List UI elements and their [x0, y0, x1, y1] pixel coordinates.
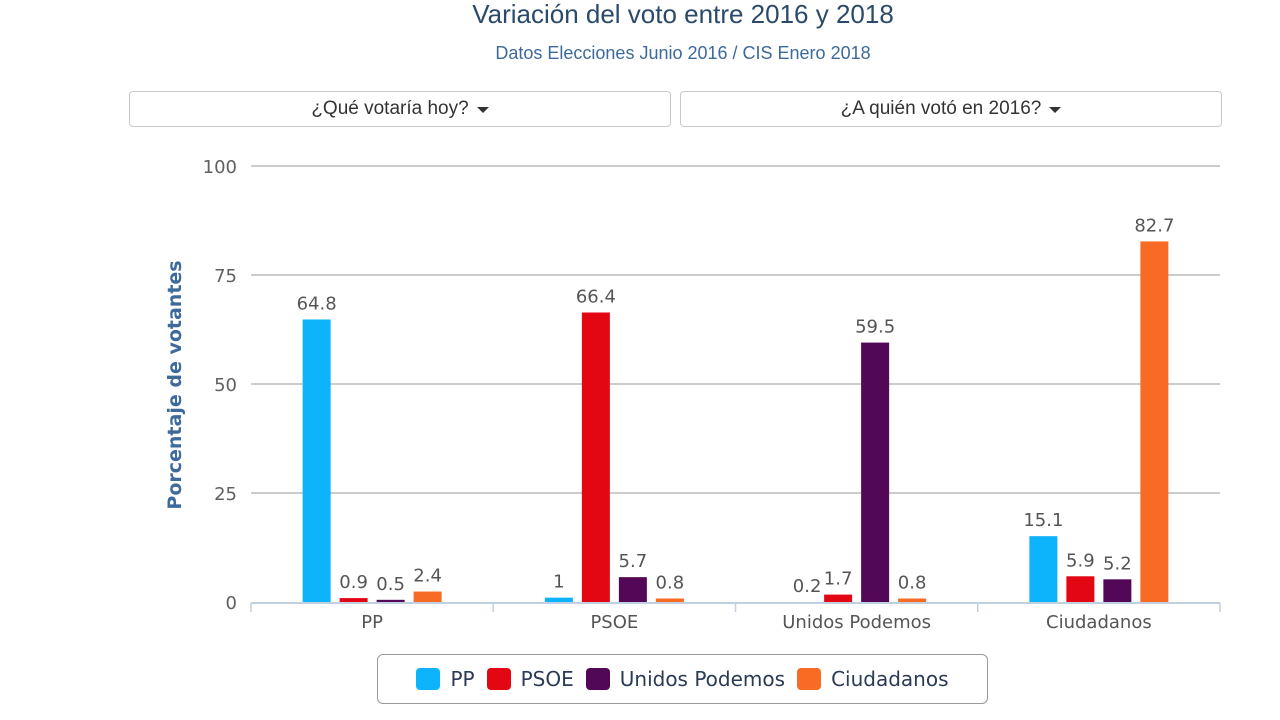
bar-psoe-pp[interactable]	[339, 598, 368, 602]
bar-value-label: 5.9	[1066, 550, 1095, 571]
dropdown-vote-today-label: ¿Qué votaría hoy?	[311, 98, 469, 119]
x-tick-label: PSOE	[590, 612, 638, 633]
legend-swatch	[585, 668, 610, 690]
bar-value-label: 64.8	[297, 293, 337, 314]
bar-ciudadanos-unidos-podemos[interactable]	[898, 598, 927, 602]
legend-swatch	[416, 668, 441, 690]
bar-value-label: 15.1	[1023, 510, 1063, 531]
legend-swatch	[797, 668, 822, 690]
chart-subtitle: Datos Elecciones Junio 2016 / CIS Enero …	[495, 43, 871, 63]
y-tick-label: 25	[214, 484, 237, 505]
x-axis	[250, 602, 1221, 612]
bar-ciudadanos-pp[interactable]	[413, 591, 442, 602]
y-axis-label: Porcentaje de votantes	[164, 260, 186, 509]
bar-value-label: 82.7	[1134, 215, 1174, 236]
legend-label: Ciudadanos	[831, 667, 949, 691]
bar-value-label: 1.7	[824, 569, 853, 590]
bar-unidos-podemos-unidos-podemos[interactable]	[861, 342, 890, 602]
y-tick-label: 50	[214, 375, 237, 396]
x-tick-labels: PP PSOE Unidos Podemos Ciudadanos	[361, 612, 1151, 633]
bar-labels: 64.80.9 0.5 2.4 166.45.70.8 1.759.50.815.15.…	[297, 215, 1175, 597]
bar-value-label: 1	[553, 572, 564, 593]
bar-psoe-unidos-podemos[interactable]	[824, 594, 853, 602]
bar-value-label: 0.2	[793, 576, 822, 597]
bar-value-label: 5.7	[619, 551, 648, 572]
legend-label: Unidos Podemos	[619, 667, 786, 691]
grid-lines	[251, 165, 1220, 494]
bar-pp-ciudadanos[interactable]	[1029, 536, 1058, 602]
bar-unidos-podemos-ciudadanos[interactable]	[1103, 579, 1132, 602]
y-tick-label: 100	[203, 157, 237, 178]
bar-unidos-podemos-psoe[interactable]	[618, 577, 647, 602]
bar-psoe-ciudadanos[interactable]	[1066, 576, 1095, 602]
x-tick-label: PP	[361, 612, 383, 633]
legend-label: PSOE	[520, 667, 574, 691]
dropdown-vote-2016[interactable]: ¿A quién votó en 2016?	[680, 91, 1222, 127]
bar-ciudadanos-psoe[interactable]	[655, 598, 684, 602]
dropdown-vote-2016-label: ¿A quién votó en 2016?	[840, 98, 1042, 119]
bar-value-label: 59.5	[855, 317, 895, 338]
bar-unidos-podemos-pp[interactable]	[376, 599, 405, 602]
bar-pp-psoe[interactable]	[544, 597, 573, 602]
bar-value-label: 0.8	[898, 573, 927, 594]
bar-value-label: 0.8	[656, 573, 685, 594]
caret-down-icon	[1049, 107, 1062, 113]
bar-value-label: 2.4	[413, 566, 442, 587]
bar-value-label: 66.4	[576, 286, 616, 307]
bar-value-label: 0.9	[339, 572, 368, 593]
legend-swatch	[486, 668, 511, 690]
bar-ciudadanos-ciudadanos[interactable]	[1140, 241, 1169, 603]
y-tick-label: 75	[214, 266, 237, 287]
bar-pp-pp[interactable]	[302, 319, 331, 602]
legend: PP PSOE Unidos Podemos Ciudadanos	[377, 654, 988, 704]
bars	[302, 241, 1169, 603]
legend-label: PP	[450, 667, 475, 691]
caret-down-icon	[476, 107, 489, 113]
legend-item-psoe[interactable]: PSOE	[486, 667, 574, 691]
chart-title: Variación del voto entre 2016 y 2018	[472, 0, 894, 29]
bar-chart: 0 25 50 75 100 Porcentaje de votantes 64.8 0.…	[164, 157, 1221, 633]
bar-value-label: 0.5	[376, 574, 405, 595]
legend-item-pp[interactable]: PP	[416, 667, 475, 691]
x-tick-label: Ciudadanos	[1046, 612, 1152, 633]
y-tick-labels: 0 25 50 75 100	[203, 157, 237, 614]
legend-item-unidos-podemos[interactable]: Unidos Podemos	[585, 667, 786, 691]
bar-value-label: 5.2	[1103, 553, 1132, 574]
legend-item-ciudadanos[interactable]: Ciudadanos	[797, 667, 949, 691]
x-tick-label: Unidos Podemos	[782, 612, 931, 633]
dropdown-vote-today[interactable]: ¿Qué votaría hoy?	[129, 91, 671, 127]
bar-psoe-psoe[interactable]	[581, 312, 610, 602]
y-tick-label: 0	[226, 593, 237, 614]
